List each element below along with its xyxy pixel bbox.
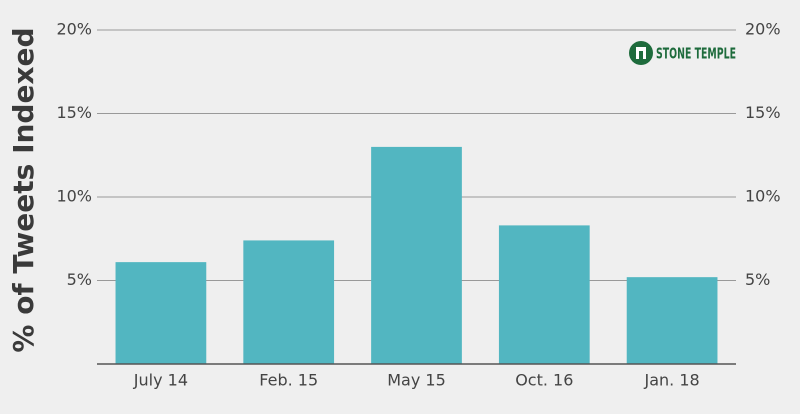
brand-logo: STONE TEMPLE xyxy=(629,41,736,65)
y-tick-label: 15% xyxy=(56,103,92,122)
bar xyxy=(371,146,462,364)
y-tick-label: 10% xyxy=(56,187,92,206)
logo-icon-door-gap xyxy=(639,51,643,59)
y-tick-label: 20% xyxy=(56,20,92,39)
y2-tick-label: 15% xyxy=(745,103,781,122)
bar xyxy=(243,240,335,364)
x-tick-label: May 15 xyxy=(387,371,446,390)
x-tick-label: July 14 xyxy=(133,371,188,390)
x-tick-label: Oct. 16 xyxy=(515,371,573,390)
bar xyxy=(115,262,207,364)
bar xyxy=(626,277,718,364)
y2-tick-label: 5% xyxy=(745,270,770,289)
y-axis-title: % of Tweets Indexed xyxy=(7,27,40,352)
y-tick-label: 5% xyxy=(67,270,92,289)
x-tick-label: Feb. 15 xyxy=(259,371,318,390)
x-tick-label: Jan. 18 xyxy=(643,371,699,390)
brand-text: STONE TEMPLE xyxy=(656,45,736,63)
y2-tick-label: 20% xyxy=(745,20,781,39)
bar xyxy=(498,225,590,364)
y2-tick-label: 10% xyxy=(745,187,781,206)
